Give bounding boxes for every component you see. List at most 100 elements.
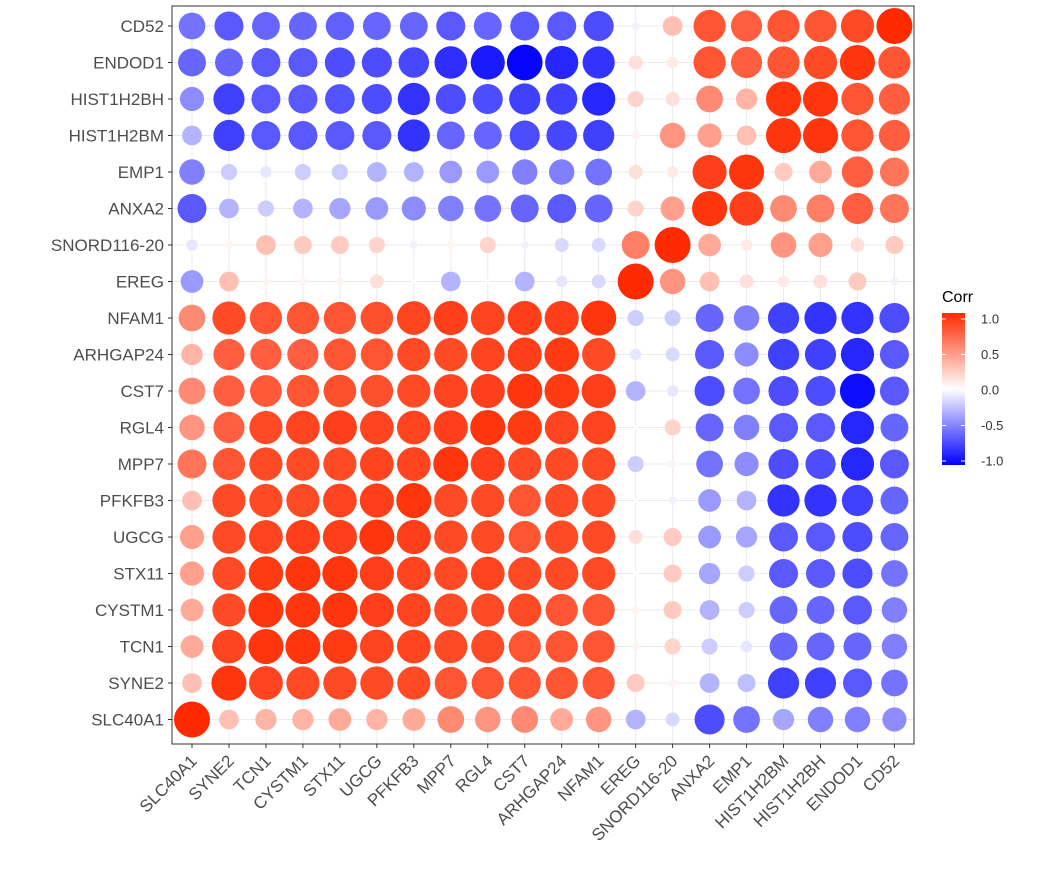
- dot-arhgap24-endod1: [840, 337, 875, 372]
- correlation-dots: [174, 8, 913, 738]
- dot-anxa2-stx11: [329, 197, 351, 220]
- dot-arhgap24-rgl4: [470, 337, 505, 372]
- dot-pfkfb3-ugcg: [359, 483, 394, 518]
- dot-cst7-mpp7: [433, 374, 468, 408]
- dot-cst7-syne2: [213, 375, 245, 407]
- dot-hist1h2bh-hist1h2bm: [765, 81, 802, 117]
- dot-endod1-pfkfb3: [398, 47, 430, 78]
- dot-hist1h2bh-emp1: [735, 88, 758, 110]
- dot-pfkfb3-cst7: [508, 484, 541, 517]
- dot-cst7-pfkfb3: [397, 374, 431, 408]
- dot-rgl4-cystm1: [286, 410, 320, 445]
- dot-pfkfb3-mpp7: [434, 483, 468, 518]
- dot-emp1-cystm1: [294, 163, 311, 181]
- dot-hist1h2bh-cystm1: [288, 84, 318, 114]
- dot-cystm1-hist1h2bh: [806, 596, 835, 624]
- dot-snord116-20-nfam1: [591, 238, 606, 252]
- dot-hist1h2bh-nfam1: [582, 82, 616, 116]
- dot-syne2-nfam1: [582, 666, 615, 700]
- dot-stx11-mpp7: [434, 556, 468, 591]
- dot-emp1-stx11: [331, 163, 348, 181]
- dot-mpp7-tcn1: [249, 447, 283, 481]
- dot-cystm1-cystm1: [285, 592, 321, 628]
- dot-emp1-nfam1: [585, 158, 613, 186]
- dot-cst7-ugcg: [360, 374, 394, 408]
- dot-cd52-cst7: [510, 11, 540, 41]
- dot-endod1-nfam1: [582, 46, 615, 79]
- dot-rgl4-anxa2: [695, 413, 724, 442]
- dot-snord116-20-pfkfb3: [409, 240, 418, 250]
- dot-anxa2-rgl4: [474, 195, 502, 222]
- y-tick-label: RGL4: [120, 419, 164, 438]
- dot-cd52-syne2: [214, 11, 244, 41]
- dot-snord116-20-slc40a1: [186, 239, 198, 251]
- dot-endod1-cst7: [506, 44, 543, 81]
- dot-slc40a1-arhgap24: [550, 708, 574, 731]
- dot-anxa2-tcn1: [257, 200, 274, 217]
- dot-rgl4-pfkfb3: [396, 410, 431, 445]
- dot-pfkfb3-slc40a1: [182, 490, 202, 511]
- dot-ereg-tcn1: [261, 277, 270, 286]
- dot-cst7-stx11: [323, 374, 357, 408]
- dot-syne2-ugcg: [360, 666, 394, 700]
- y-tick-label: EREG: [116, 273, 164, 292]
- dot-tcn1-emp1: [740, 640, 753, 653]
- dot-hist1h2bm-pfkfb3: [397, 119, 430, 152]
- dot-cd52-mpp7: [436, 11, 466, 41]
- dot-hist1h2bm-cst7: [509, 120, 540, 151]
- dot-nfam1-pfkfb3: [396, 301, 431, 335]
- dot-tcn1-snord116-20: [664, 638, 681, 655]
- dot-ereg-ereg: [617, 263, 654, 300]
- dot-snord116-20-anxa2: [698, 233, 721, 257]
- dot-slc40a1-cst7: [511, 706, 539, 733]
- dot-rgl4-ereg: [633, 425, 638, 430]
- dot-endod1-hist1h2bh: [803, 45, 838, 80]
- dot-nfam1-cst7: [507, 300, 542, 336]
- dot-cd52-pfkfb3: [399, 12, 428, 40]
- dot-slc40a1-cd52: [882, 707, 907, 732]
- dot-slc40a1-anxa2: [694, 704, 725, 735]
- dot-cystm1-mpp7: [434, 593, 468, 627]
- dot-nfam1-snord116-20: [664, 309, 681, 327]
- y-axis-labels: CD52 ENDOD1 HIST1H2BH HIST1H2BM EMP1 ANXA2 SNO…: [51, 17, 172, 730]
- panel-border: [171, 5, 915, 745]
- dot-syne2-slc40a1: [182, 673, 202, 693]
- dot-emp1-syne2: [220, 163, 238, 181]
- dot-slc40a1-ugcg: [366, 708, 388, 731]
- dot-hist1h2bh-stx11: [325, 84, 355, 114]
- dot-arhgap24-emp1: [734, 342, 759, 367]
- dot-slc40a1-ereg: [625, 709, 646, 730]
- dot-ereg-stx11: [335, 277, 344, 286]
- dot-stx11-snord116-20: [663, 564, 682, 583]
- dot-hist1h2bm-ereg: [631, 131, 640, 140]
- dot-syne2-cd52: [881, 669, 908, 697]
- dot-hist1h2bh-cd52: [878, 83, 911, 115]
- dot-mpp7-nfam1: [582, 447, 616, 481]
- dot-tcn1-syne2: [212, 629, 246, 664]
- y-tick-label: EMP1: [118, 163, 164, 182]
- dot-ereg-cystm1: [298, 277, 307, 286]
- dot-mpp7-emp1: [734, 451, 759, 477]
- dot-hist1h2bm-rgl4: [473, 121, 502, 150]
- dot-hist1h2bh-syne2: [213, 83, 245, 115]
- dot-endod1-syne2: [215, 48, 243, 77]
- y-tick-label: PFKFB3: [100, 492, 164, 511]
- dot-syne2-cystm1: [286, 666, 320, 700]
- dot-pfkfb3-stx11: [322, 483, 357, 518]
- y-tick-label: ANXA2: [108, 200, 164, 219]
- dot-snord116-20-stx11: [330, 236, 349, 254]
- dot-cst7-endod1: [839, 373, 876, 409]
- dot-rgl4-nfam1: [581, 410, 616, 445]
- dot-snord116-20-ereg: [621, 231, 650, 259]
- dot-pfkfb3-ereg: [633, 498, 638, 503]
- dot-stx11-cd52: [881, 560, 908, 587]
- dot-hist1h2bh-ugcg: [361, 83, 392, 115]
- dot-stx11-stx11: [322, 555, 358, 592]
- dot-nfam1-cd52: [879, 302, 910, 334]
- dot-stx11-slc40a1: [179, 561, 205, 586]
- dot-ereg-rgl4: [485, 279, 490, 284]
- legend-tick-label: -0.5: [981, 418, 1003, 433]
- dot-ugcg-stx11: [322, 519, 357, 555]
- dot-ugcg-emp1: [735, 526, 758, 548]
